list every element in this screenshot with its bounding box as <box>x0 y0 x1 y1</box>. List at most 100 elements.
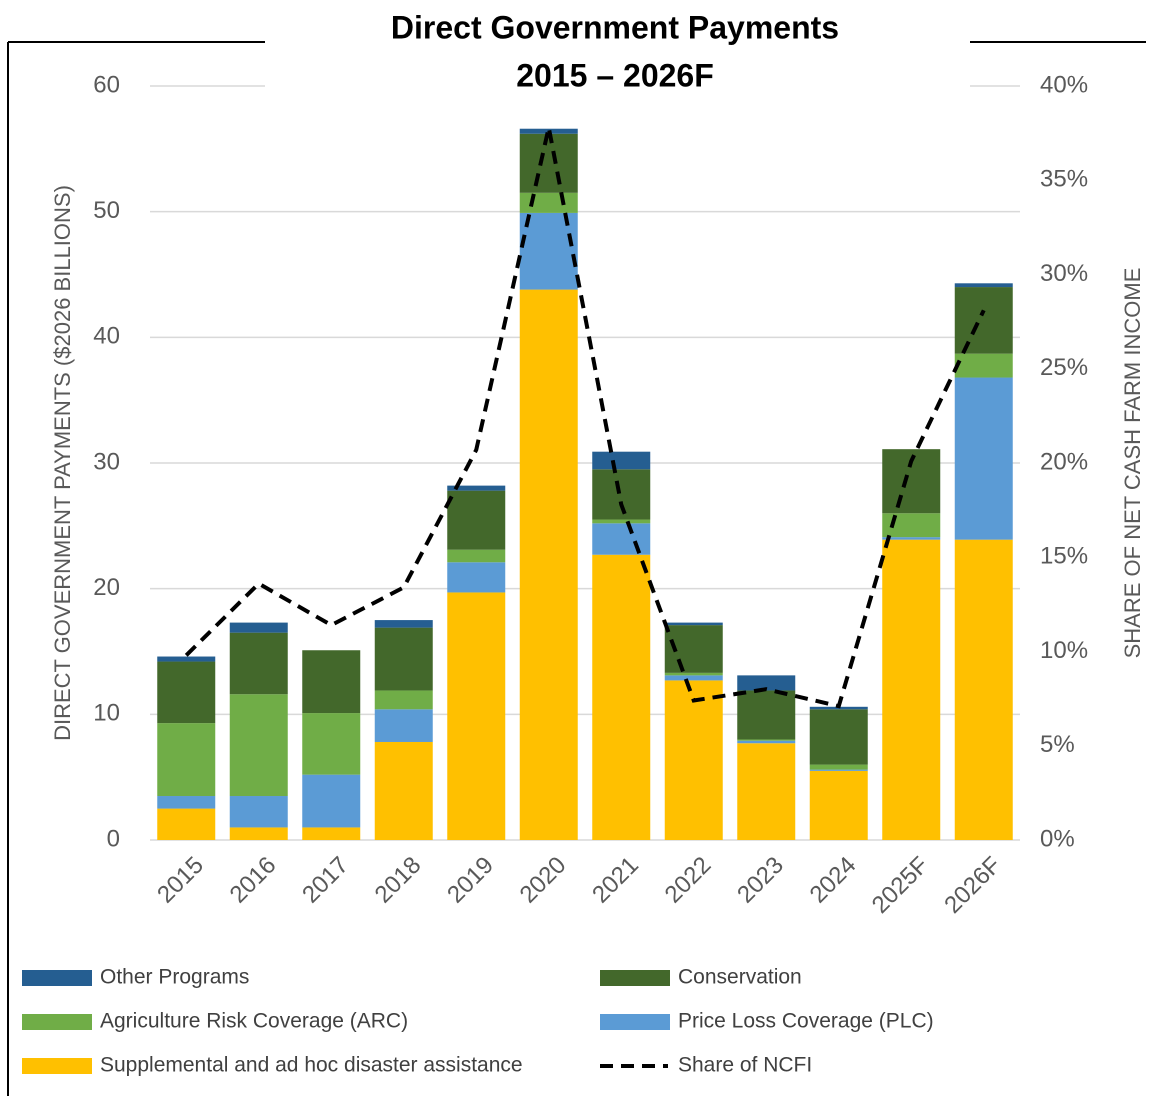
bar-segment <box>229 632 288 695</box>
legend-label: Agriculture Risk Coverage (ARC) <box>100 1010 408 1033</box>
bar-segment <box>737 743 796 840</box>
bar-segment <box>519 289 578 841</box>
bar-segment <box>882 537 941 540</box>
bar-segment <box>954 287 1013 354</box>
bar-segment <box>374 627 433 691</box>
y-tick-label: 40 <box>93 323 120 350</box>
bar-segment <box>737 740 796 744</box>
y-tick-label: 60 <box>93 71 120 98</box>
bar-segment <box>302 827 361 840</box>
title-background <box>265 0 970 100</box>
y2-tick-label: 40% <box>1040 71 1088 98</box>
y2-tick-label: 35% <box>1040 166 1088 193</box>
bar-segment <box>229 827 288 840</box>
y-tick-label: 50 <box>93 197 120 224</box>
x-tick-label: 2022 <box>660 852 717 909</box>
y2-tick-label: 25% <box>1040 354 1088 381</box>
x-tick-label: 2019 <box>442 852 499 909</box>
x-tick-label: 2023 <box>732 852 789 909</box>
bar-segment <box>374 741 433 840</box>
bar-segment <box>157 723 216 797</box>
x-tick-label: 2021 <box>587 852 644 909</box>
y-tick-label: 20 <box>93 574 120 601</box>
x-tick-label: 2025F <box>867 852 934 919</box>
bar-segment <box>374 690 433 710</box>
legend-label: Price Loss Coverage (PLC) <box>678 1010 934 1033</box>
bar-segment <box>737 739 796 741</box>
bar-segment <box>664 675 723 681</box>
bar-segment <box>882 539 941 840</box>
bar-segment <box>737 690 796 740</box>
bar-segment <box>302 774 361 828</box>
legend-swatch <box>600 970 670 986</box>
bar-segment <box>592 469 651 520</box>
bars <box>157 128 1013 841</box>
bar-segment <box>954 539 1013 840</box>
bar-segment <box>809 709 868 765</box>
bar-segment <box>954 377 1013 540</box>
chart-subtitle: 2015 – 2026F <box>516 57 714 93</box>
bar-segment <box>954 283 1013 288</box>
legend-swatch <box>22 1058 92 1074</box>
bar-segment <box>447 490 506 550</box>
x-tick-label: 2020 <box>515 852 572 909</box>
legend-swatch <box>600 1014 670 1030</box>
bar-segment <box>157 796 216 809</box>
bar-segment <box>664 672 723 676</box>
bar-segment <box>592 451 651 470</box>
y-axis-label: DIRECT GOVERNMENT PAYMENTS ($2026 BILLIO… <box>50 185 75 741</box>
legend-label: Other Programs <box>100 966 249 989</box>
bar-segment <box>737 675 796 691</box>
bar-segment <box>519 192 578 213</box>
bar-segment <box>229 796 288 828</box>
bar-segment <box>447 485 506 491</box>
y2-tick-label: 5% <box>1040 731 1075 758</box>
bar-segment <box>447 562 506 593</box>
y2-tick-label: 0% <box>1040 825 1075 852</box>
bar-segment <box>809 770 868 840</box>
bar-segment <box>519 212 578 290</box>
x-tick-label: 2024 <box>805 852 862 909</box>
legend-swatch <box>22 1014 92 1030</box>
x-tick-label: 2016 <box>225 852 282 909</box>
bar-segment <box>882 513 941 538</box>
bar-segment <box>157 661 216 724</box>
bar-segment <box>664 622 723 626</box>
bar-segment <box>809 764 868 770</box>
y-tick-label: 0 <box>107 825 120 852</box>
bar-segment <box>809 769 868 771</box>
y2-tick-label: 10% <box>1040 637 1088 664</box>
bar-segment <box>157 808 216 840</box>
chart-title: Direct Government Payments <box>391 9 839 45</box>
y2-tick-label: 30% <box>1040 260 1088 287</box>
bar-segment <box>302 713 361 775</box>
bar-segment <box>592 554 651 840</box>
bar-segment <box>374 620 433 628</box>
x-tick-label: 2015 <box>152 852 209 909</box>
y-tick-label: 10 <box>93 700 120 727</box>
bar-segment <box>954 353 1013 378</box>
bar-segment <box>447 592 506 840</box>
line-series <box>184 127 986 709</box>
y-tick-label: 30 <box>93 448 120 475</box>
bar-segment <box>592 519 651 524</box>
legend-label: Conservation <box>678 966 802 989</box>
y2-axis-label: SHARE OF NET CASH FARM INCOME <box>1120 268 1145 659</box>
y2-tick-label: 15% <box>1040 543 1088 570</box>
x-tick-label: 2026F <box>939 852 1006 919</box>
x-tick-label: 2017 <box>297 852 354 909</box>
bar-segment <box>447 549 506 563</box>
legend-label: Share of NCFI <box>678 1054 812 1077</box>
legend-label: Supplemental and ad hoc disaster assista… <box>100 1054 523 1077</box>
bar-segment <box>664 680 723 840</box>
x-tick-label: 2018 <box>370 852 427 909</box>
bar-segment <box>519 133 578 193</box>
legend-swatch <box>22 970 92 986</box>
bar-segment <box>374 709 433 742</box>
y2-tick-label: 20% <box>1040 448 1088 475</box>
bar-segment <box>157 656 216 662</box>
bar-segment <box>229 694 288 797</box>
bar-segment <box>229 622 288 633</box>
bar-segment <box>592 523 651 555</box>
